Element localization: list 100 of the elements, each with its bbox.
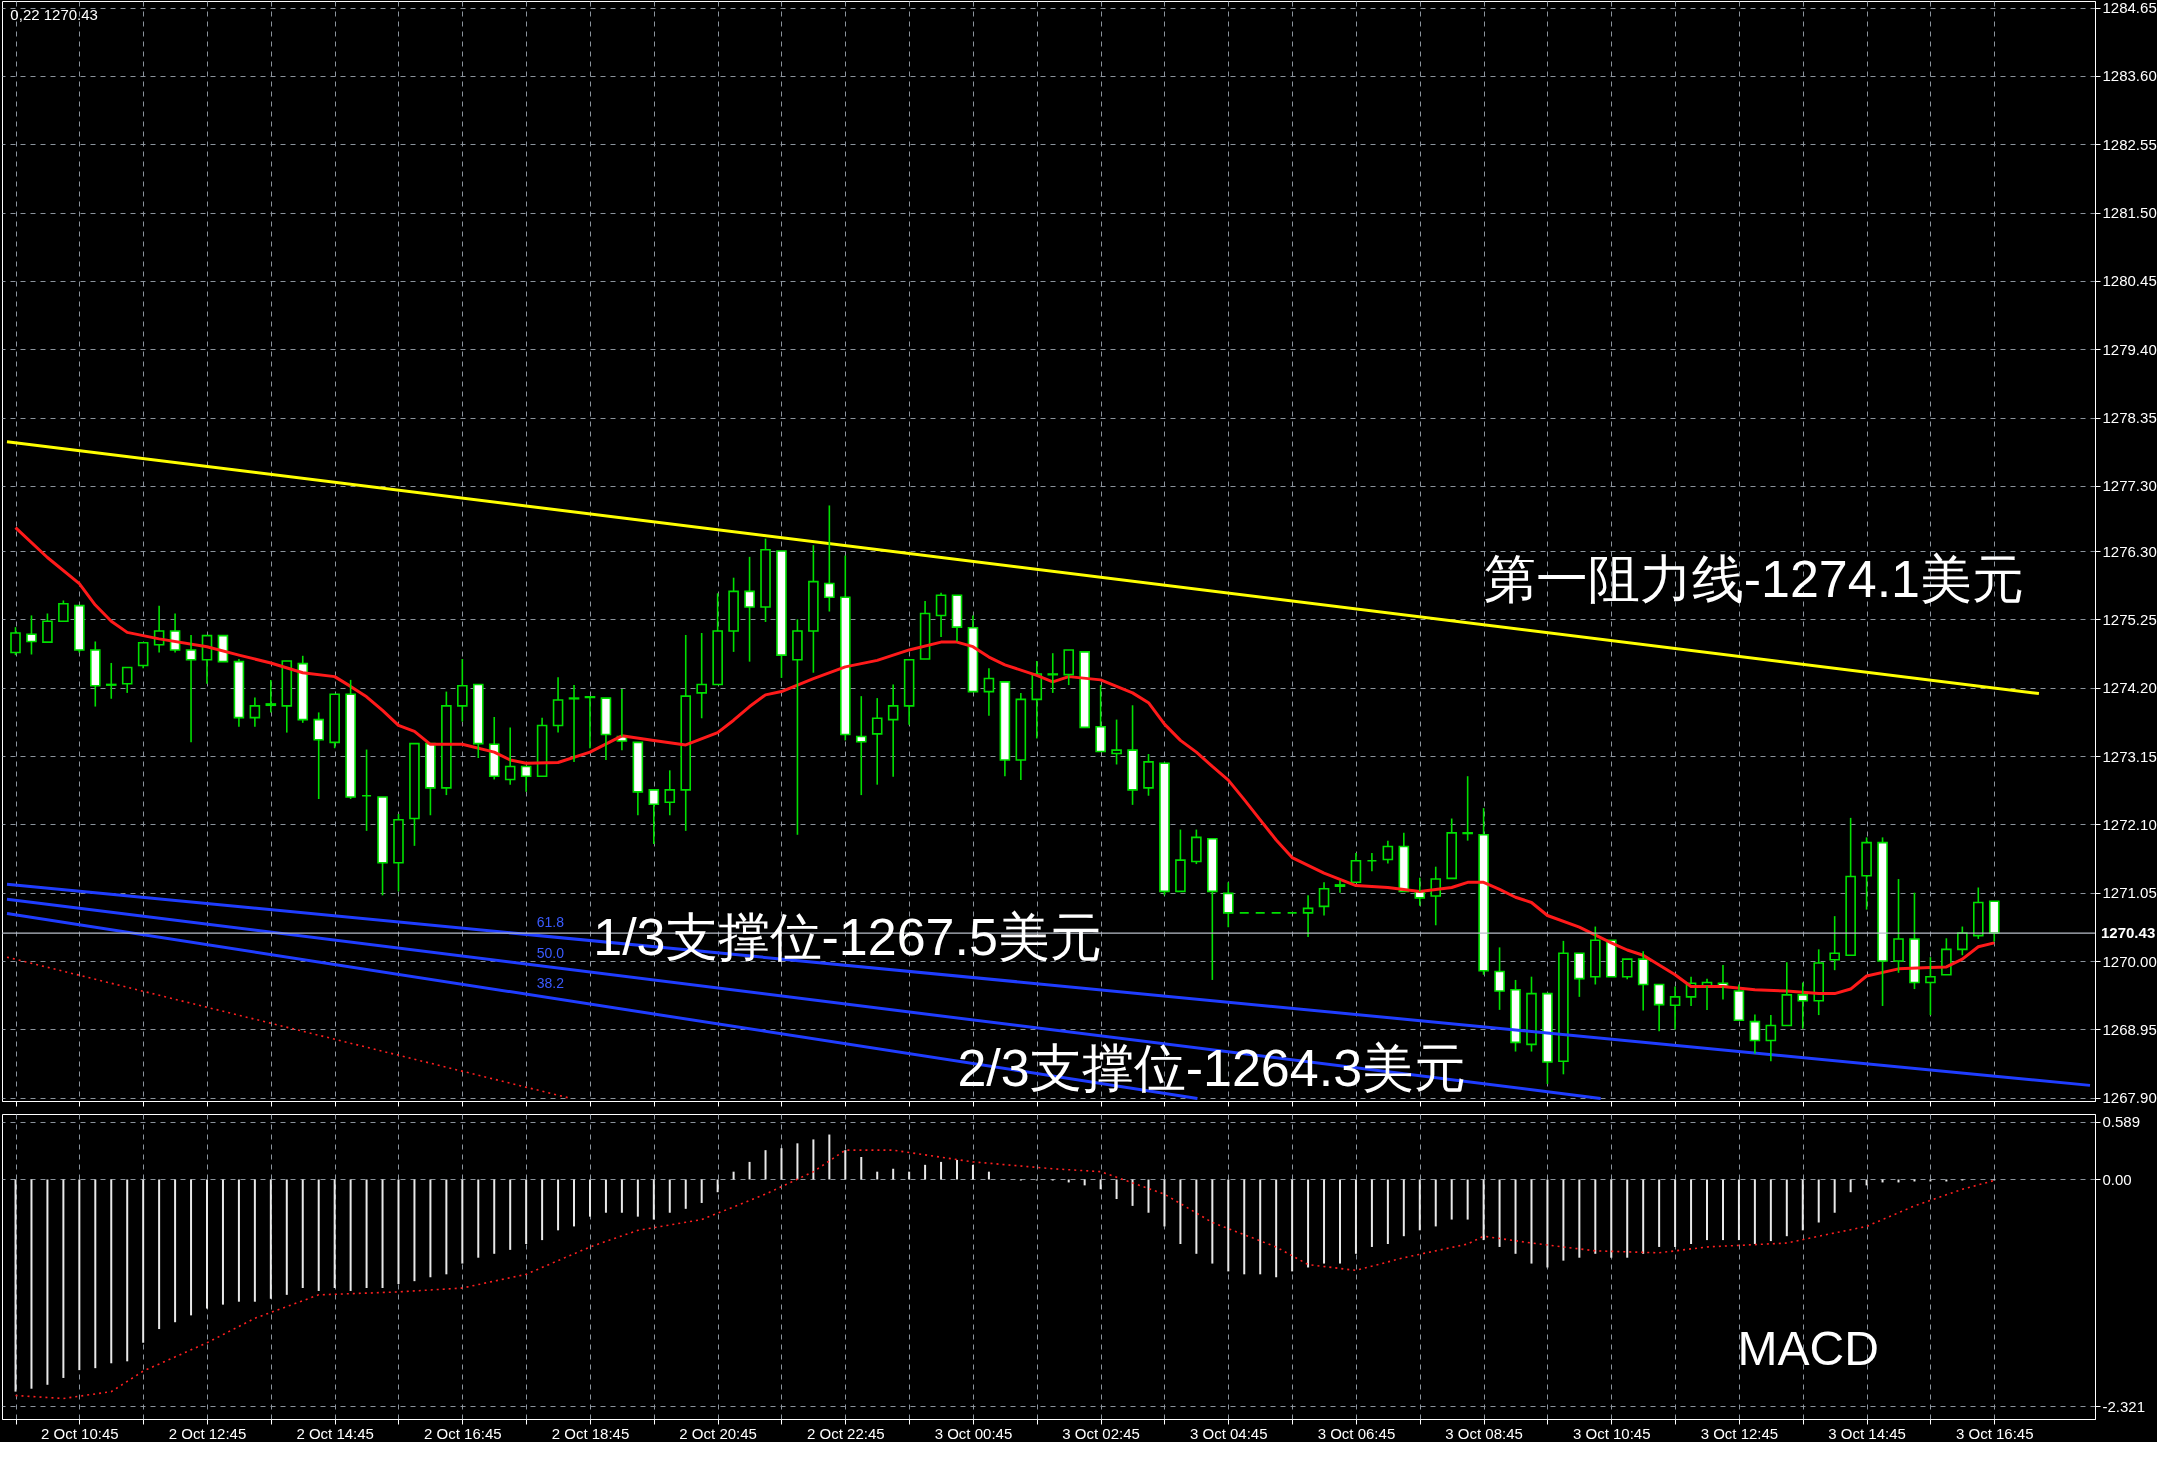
bar — [206, 1179, 208, 1309]
bar — [1386, 1179, 1389, 1245]
x-tick-label: 3 Oct 02:45 — [1062, 1424, 1140, 1442]
y-tick-label: 1281.50 — [2102, 204, 2157, 222]
bar — [30, 1179, 33, 1389]
bar — [1482, 1179, 1485, 1241]
bar — [1498, 1179, 1501, 1247]
y-tick-label: 1284.65 — [2102, 0, 2157, 17]
candlestick — [1302, 894, 1314, 938]
bar — [844, 1150, 847, 1180]
candlestick — [1047, 652, 1059, 694]
bar — [684, 1179, 687, 1209]
bar — [1737, 1179, 1740, 1241]
bar — [573, 1179, 576, 1227]
bar — [940, 1161, 943, 1180]
y-tick-label: 1283.60 — [2102, 67, 2157, 85]
bar — [1147, 1179, 1150, 1213]
candlestick — [313, 711, 325, 800]
candlestick — [1031, 660, 1043, 740]
candlestick — [488, 716, 500, 781]
x-tick-label: 3 Oct 16:45 — [1955, 1424, 2034, 1442]
x-tick-label: 3 Oct 00:45 — [934, 1424, 1013, 1442]
bar — [716, 1179, 719, 1193]
bar — [956, 1159, 959, 1180]
y-tick-label: -2.321 — [2102, 1397, 2146, 1415]
bar — [1291, 1179, 1294, 1272]
candlestick — [887, 683, 899, 778]
bar — [541, 1179, 544, 1241]
bar — [1402, 1179, 1405, 1237]
bar — [780, 1148, 783, 1180]
candlestick — [249, 696, 261, 728]
bar — [237, 1179, 240, 1302]
bar — [1897, 1179, 1900, 1183]
candlestick — [983, 667, 995, 717]
candlestick — [1334, 879, 1346, 894]
bar — [1307, 1179, 1310, 1268]
y-tick-label: 1273.15 — [2102, 747, 2157, 765]
x-tick-label: 3 Oct 14:45 — [1828, 1424, 1906, 1442]
x-tick-label: 3 Oct 10:45 — [1572, 1424, 1651, 1442]
bar — [924, 1164, 927, 1180]
candlestick — [552, 676, 564, 734]
bar — [1099, 1179, 1102, 1190]
bar — [1833, 1179, 1836, 1213]
bar — [78, 1179, 81, 1371]
bar — [1785, 1179, 1788, 1237]
bar — [860, 1157, 863, 1180]
y-tick-label: 1272.10 — [2102, 815, 2157, 833]
bar — [1179, 1179, 1182, 1245]
y-tick-label: 1271.05 — [2102, 884, 2157, 902]
bar — [1626, 1179, 1629, 1258]
candlestick — [871, 697, 883, 786]
y-tick-label: 1277.30 — [2102, 477, 2157, 495]
bar — [413, 1179, 416, 1282]
x-tick-label: 2 Oct 10:45 — [41, 1424, 119, 1442]
bar — [110, 1179, 113, 1364]
bar — [477, 1179, 480, 1258]
bar — [636, 1179, 639, 1217]
bar — [1131, 1179, 1134, 1206]
bar — [1227, 1179, 1230, 1272]
bar — [557, 1179, 560, 1231]
bar — [142, 1179, 145, 1343]
candlestick — [1382, 839, 1394, 865]
bar — [381, 1179, 384, 1289]
bar — [1259, 1179, 1262, 1275]
bar — [1434, 1179, 1437, 1227]
candlestick — [935, 591, 947, 638]
bar — [652, 1179, 655, 1220]
bar — [285, 1179, 288, 1295]
y-tick-label: 1274.20 — [2102, 679, 2157, 697]
bar — [46, 1179, 49, 1385]
bar — [126, 1179, 129, 1362]
x-tick-label: 2 Oct 12:45 — [168, 1424, 247, 1442]
bar — [333, 1179, 336, 1289]
bar — [1115, 1179, 1118, 1200]
bar — [1753, 1179, 1756, 1245]
bar — [269, 1179, 272, 1299]
bar — [1370, 1179, 1373, 1247]
candlestick — [1015, 692, 1027, 781]
y-tick-label: 1279.40 — [2102, 340, 2157, 358]
annotation: 50.0 — [536, 944, 565, 961]
candlestick — [696, 632, 707, 720]
candlestick — [1318, 881, 1330, 917]
y-tick-label: 1278.35 — [2102, 409, 2157, 427]
candlestick — [1222, 881, 1234, 929]
bar — [748, 1161, 751, 1180]
y-tick-label: 1268.95 — [2102, 1020, 2157, 1038]
bar — [493, 1179, 496, 1254]
candlestick — [265, 679, 277, 714]
bar — [1721, 1179, 1724, 1241]
bar — [1338, 1179, 1341, 1264]
bar — [190, 1179, 193, 1316]
y-tick-label: 1282.55 — [2102, 135, 2157, 153]
bar — [1642, 1179, 1645, 1254]
bar — [14, 1179, 17, 1392]
candlestick — [744, 556, 755, 663]
bar — [1530, 1179, 1533, 1264]
candlestick — [680, 634, 692, 832]
candlestick — [90, 640, 101, 708]
bar — [1195, 1179, 1198, 1254]
bar — [1163, 1179, 1166, 1227]
